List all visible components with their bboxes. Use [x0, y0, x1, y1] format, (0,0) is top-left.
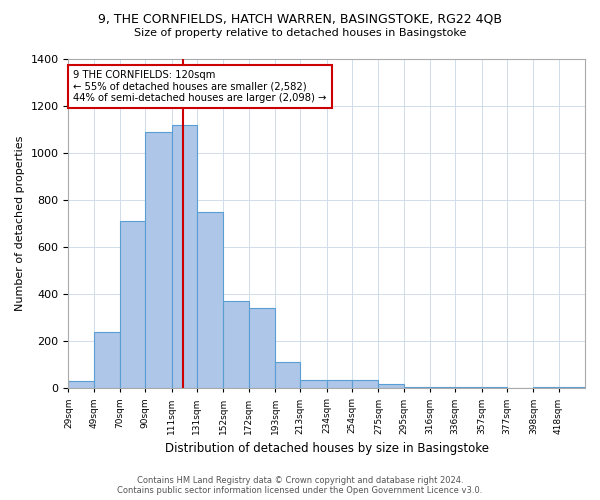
- Bar: [352, 380, 379, 388]
- Bar: [275, 362, 300, 388]
- Bar: [145, 132, 172, 388]
- Bar: [68, 381, 94, 388]
- X-axis label: Distribution of detached houses by size in Basingstoke: Distribution of detached houses by size …: [165, 442, 489, 455]
- Bar: [559, 387, 585, 388]
- Text: 9 THE CORNFIELDS: 120sqm
← 55% of detached houses are smaller (2,582)
44% of sem: 9 THE CORNFIELDS: 120sqm ← 55% of detach…: [73, 70, 327, 103]
- Bar: [120, 222, 145, 388]
- Bar: [300, 380, 327, 388]
- Bar: [248, 308, 275, 388]
- Text: 9, THE CORNFIELDS, HATCH WARREN, BASINGSTOKE, RG22 4QB: 9, THE CORNFIELDS, HATCH WARREN, BASINGS…: [98, 12, 502, 26]
- Bar: [172, 125, 197, 388]
- Bar: [455, 387, 482, 388]
- Bar: [482, 387, 507, 388]
- Text: Size of property relative to detached houses in Basingstoke: Size of property relative to detached ho…: [134, 28, 466, 38]
- Bar: [94, 332, 120, 388]
- Y-axis label: Number of detached properties: Number of detached properties: [15, 136, 25, 312]
- Bar: [404, 387, 430, 388]
- Bar: [379, 384, 404, 388]
- Bar: [197, 212, 223, 388]
- Bar: [533, 387, 559, 388]
- Bar: [223, 301, 248, 388]
- Bar: [430, 387, 455, 388]
- Text: Contains HM Land Registry data © Crown copyright and database right 2024.
Contai: Contains HM Land Registry data © Crown c…: [118, 476, 482, 495]
- Bar: [327, 380, 352, 388]
